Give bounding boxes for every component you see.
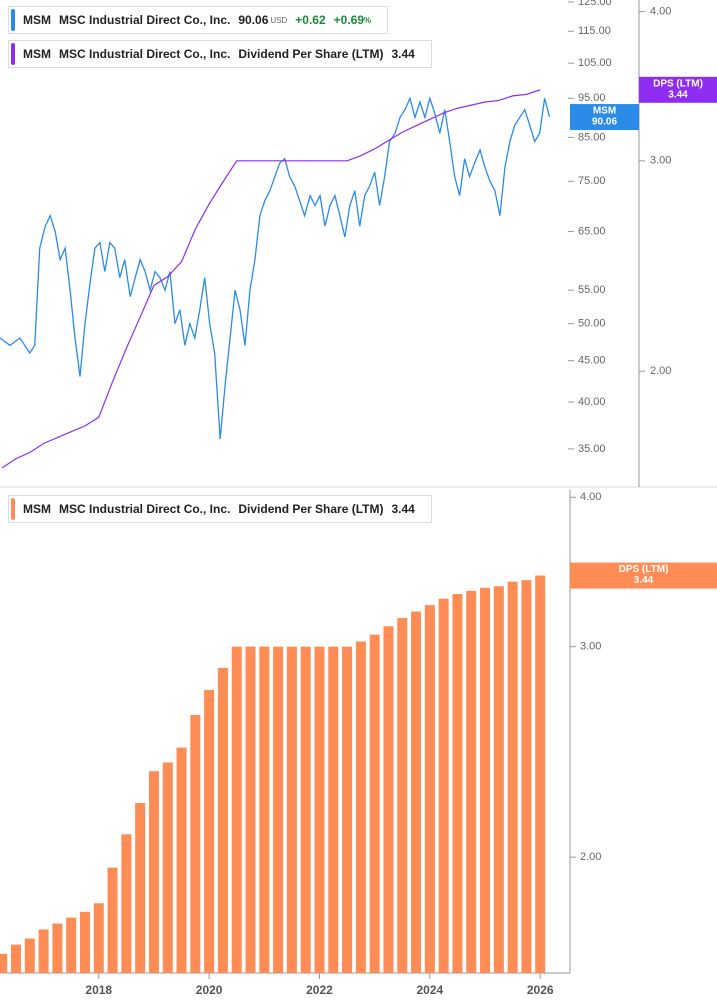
series-line [0,96,551,440]
value-tag-label: DPS (LTM) [619,564,669,575]
bar [507,581,518,973]
company: MSC Industrial Direct Co., Inc. [59,47,231,61]
bar [0,953,8,973]
y-tick-label: 75.00 [578,175,606,187]
bar [93,903,104,973]
company: MSC Industrial Direct Co., Inc. [59,502,231,516]
legend-price: MSM MSC Industrial Direct Co., Inc. 90.0… [8,6,389,34]
bar [217,667,228,973]
legend-dps-bars: MSM MSC Industrial Direct Co., Inc. Divi… [8,495,432,523]
value-tag-value: 3.44 [634,575,654,586]
last-price: 90.06 [238,13,269,27]
value-tag-value: 90.06 [592,117,617,128]
y-tick-label: 85.00 [578,131,606,143]
y-tick-label: 45.00 [578,355,606,367]
bar [162,762,173,973]
legend-dps: MSM MSC Industrial Direct Co., Inc. Divi… [8,40,432,68]
bar [397,618,408,973]
bar [107,867,118,973]
y2-tick-label: 2.00 [650,365,671,377]
bar [521,580,532,973]
legend-swatch [11,9,15,31]
y-tick-label: 105.00 [578,57,612,69]
bar [411,611,422,973]
series-line [1,89,541,469]
bar [231,646,242,973]
last-dps: 3.44 [391,47,415,61]
value-tag-value: 3.44 [668,89,688,100]
bar [286,646,297,973]
bar [176,747,187,973]
bar [342,646,353,973]
y-tick-label: 115.00 [578,25,611,37]
bar [493,586,504,973]
x-tick-label: 2022 [306,983,333,997]
bar [314,646,325,973]
y-tick-label: 4.00 [580,491,601,503]
y-tick-label: 125.00 [578,0,612,8]
x-tick-label: 2020 [196,983,223,997]
bar [328,646,339,973]
bar [466,590,477,973]
x-tick-label: 2026 [527,983,554,997]
bar [424,605,435,973]
pct-unit: % [364,15,372,25]
currency: USD [270,15,288,25]
bar [438,598,449,973]
legend-swatch [11,43,15,65]
y-tick-label: 2.00 [580,851,601,863]
bar [383,626,394,973]
y-tick-label: 50.00 [578,318,606,330]
bar [66,917,77,973]
bar [480,587,491,973]
bar [245,646,256,973]
bar [535,575,546,973]
y-tick-label: 65.00 [578,225,606,237]
y-tick-label: 95.00 [578,92,606,104]
y2-tick-label: 4.00 [650,5,671,17]
y2-tick-label: 3.00 [650,155,671,167]
ticker: MSM [23,502,51,516]
bar [148,771,159,973]
value-tag [570,104,639,131]
x-tick-label: 2018 [85,983,112,997]
y-tick-label: 40.00 [578,396,606,408]
bar [355,641,366,973]
bar [135,802,146,973]
value-tag-label: MSM [593,106,616,117]
bar [273,646,284,973]
bar [38,929,49,973]
bar [204,689,215,973]
bar [79,911,90,973]
bar [11,944,22,973]
last-dps: 3.44 [391,502,415,516]
value-tag-label: DPS (LTM) [653,78,703,89]
bar [24,938,35,973]
bar [369,634,380,973]
bar [300,646,311,973]
y-tick-label: 35.00 [578,443,606,455]
change-pct: +0.69 [333,13,365,27]
company: MSC Industrial Direct Co., Inc. [59,13,231,27]
legend-swatch [11,498,15,520]
y-tick-label: 55.00 [578,284,606,296]
bar [259,646,270,973]
value-tag [639,76,717,103]
change: +0.62 [295,13,326,27]
bar [452,594,463,973]
bar [52,923,63,973]
ticker: MSM [23,47,51,61]
bar [121,834,132,973]
series-name: Dividend Per Share (LTM) [238,502,384,516]
x-tick-label: 2024 [416,983,443,997]
value-tag [570,562,717,589]
y-tick-label: 3.00 [580,641,601,653]
ticker: MSM [23,13,51,27]
series-name: Dividend Per Share (LTM) [238,47,384,61]
bar [190,714,201,973]
